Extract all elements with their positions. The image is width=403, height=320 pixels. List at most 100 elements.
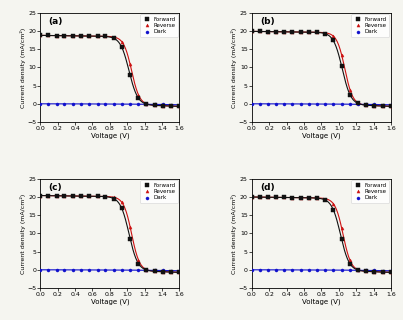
Reverse xyxy=(54,194,59,198)
Forward xyxy=(388,270,393,274)
Dark xyxy=(103,102,108,106)
Forward xyxy=(290,30,295,34)
Forward xyxy=(266,30,270,34)
Dark xyxy=(331,268,336,272)
Reverse xyxy=(274,196,278,199)
Forward xyxy=(355,268,360,272)
Forward xyxy=(249,195,254,199)
Reverse xyxy=(78,194,83,198)
Forward xyxy=(168,270,173,274)
Reverse xyxy=(136,258,141,262)
Forward xyxy=(282,30,287,34)
Reverse xyxy=(87,194,91,198)
Forward xyxy=(177,104,182,108)
Dark xyxy=(54,102,59,106)
Reverse xyxy=(372,270,376,274)
Y-axis label: Current density (mA/cm²): Current density (mA/cm²) xyxy=(231,193,237,274)
Reverse xyxy=(168,104,173,108)
Dark xyxy=(274,268,278,272)
Line: Forward: Forward xyxy=(250,196,393,274)
Reverse xyxy=(290,196,295,199)
Dark xyxy=(372,268,376,272)
Dark xyxy=(339,268,344,272)
Forward xyxy=(323,32,328,36)
Dark xyxy=(347,102,352,106)
Forward xyxy=(380,270,385,274)
Dark xyxy=(347,268,352,272)
Dark xyxy=(111,102,116,106)
Dark xyxy=(87,268,91,272)
Dark xyxy=(111,268,116,272)
Y-axis label: Current density (mA/cm²): Current density (mA/cm²) xyxy=(20,193,26,274)
Dark xyxy=(282,268,287,272)
Dark xyxy=(46,102,51,106)
Dark xyxy=(249,102,254,106)
Reverse xyxy=(111,35,116,39)
Reverse xyxy=(152,103,157,107)
Forward xyxy=(62,194,67,198)
Forward xyxy=(372,270,376,274)
Reverse xyxy=(152,269,157,273)
Reverse xyxy=(282,196,287,199)
Forward xyxy=(307,30,312,34)
Forward xyxy=(54,194,59,198)
Dark xyxy=(339,102,344,106)
Reverse xyxy=(314,196,319,200)
Line: Dark: Dark xyxy=(250,102,393,106)
Forward xyxy=(119,206,124,210)
Reverse xyxy=(160,270,165,274)
Reverse xyxy=(71,194,75,198)
Forward xyxy=(323,198,328,202)
Reverse xyxy=(119,200,124,204)
Dark xyxy=(177,103,182,107)
Dark xyxy=(307,268,312,272)
Forward xyxy=(103,35,108,38)
Dark xyxy=(62,268,67,272)
Line: Dark: Dark xyxy=(39,102,181,106)
Dark xyxy=(323,268,328,272)
Reverse xyxy=(290,30,295,34)
Forward xyxy=(54,34,59,37)
Legend: Forward, Reverse, Dark: Forward, Reverse, Dark xyxy=(139,180,178,203)
Dark xyxy=(78,268,83,272)
Text: (b): (b) xyxy=(260,17,275,26)
Reverse xyxy=(323,197,328,201)
Reverse xyxy=(339,226,344,230)
Line: Forward: Forward xyxy=(39,34,181,108)
Forward xyxy=(38,194,43,197)
Dark xyxy=(119,102,124,106)
Reverse xyxy=(347,258,352,262)
Reverse xyxy=(144,268,149,271)
Legend: Forward, Reverse, Dark: Forward, Reverse, Dark xyxy=(139,14,178,37)
Reverse xyxy=(119,40,124,44)
Reverse xyxy=(87,34,91,38)
Forward xyxy=(160,104,165,108)
Forward xyxy=(95,34,100,38)
Forward xyxy=(364,103,369,107)
Forward xyxy=(257,29,262,33)
Forward xyxy=(339,64,344,68)
Dark xyxy=(152,102,157,106)
Reverse xyxy=(331,34,336,38)
Reverse xyxy=(298,30,303,34)
Reverse xyxy=(388,270,393,274)
Forward xyxy=(339,237,344,241)
X-axis label: Voltage (V): Voltage (V) xyxy=(302,132,341,139)
Reverse xyxy=(347,88,352,92)
Forward xyxy=(46,194,51,197)
Reverse xyxy=(177,104,182,108)
Reverse xyxy=(136,93,141,97)
Reverse xyxy=(103,34,108,38)
Forward xyxy=(152,269,157,273)
Line: Reverse: Reverse xyxy=(39,34,181,108)
Dark xyxy=(128,102,133,106)
Line: Forward: Forward xyxy=(250,30,393,108)
Y-axis label: Current density (mA/cm²): Current density (mA/cm²) xyxy=(20,27,26,108)
Dark xyxy=(290,102,295,106)
Dark xyxy=(249,268,254,272)
Dark xyxy=(355,102,360,106)
Dark xyxy=(38,268,43,272)
Dark xyxy=(119,268,124,272)
Reverse xyxy=(323,31,328,35)
Dark xyxy=(136,102,141,106)
